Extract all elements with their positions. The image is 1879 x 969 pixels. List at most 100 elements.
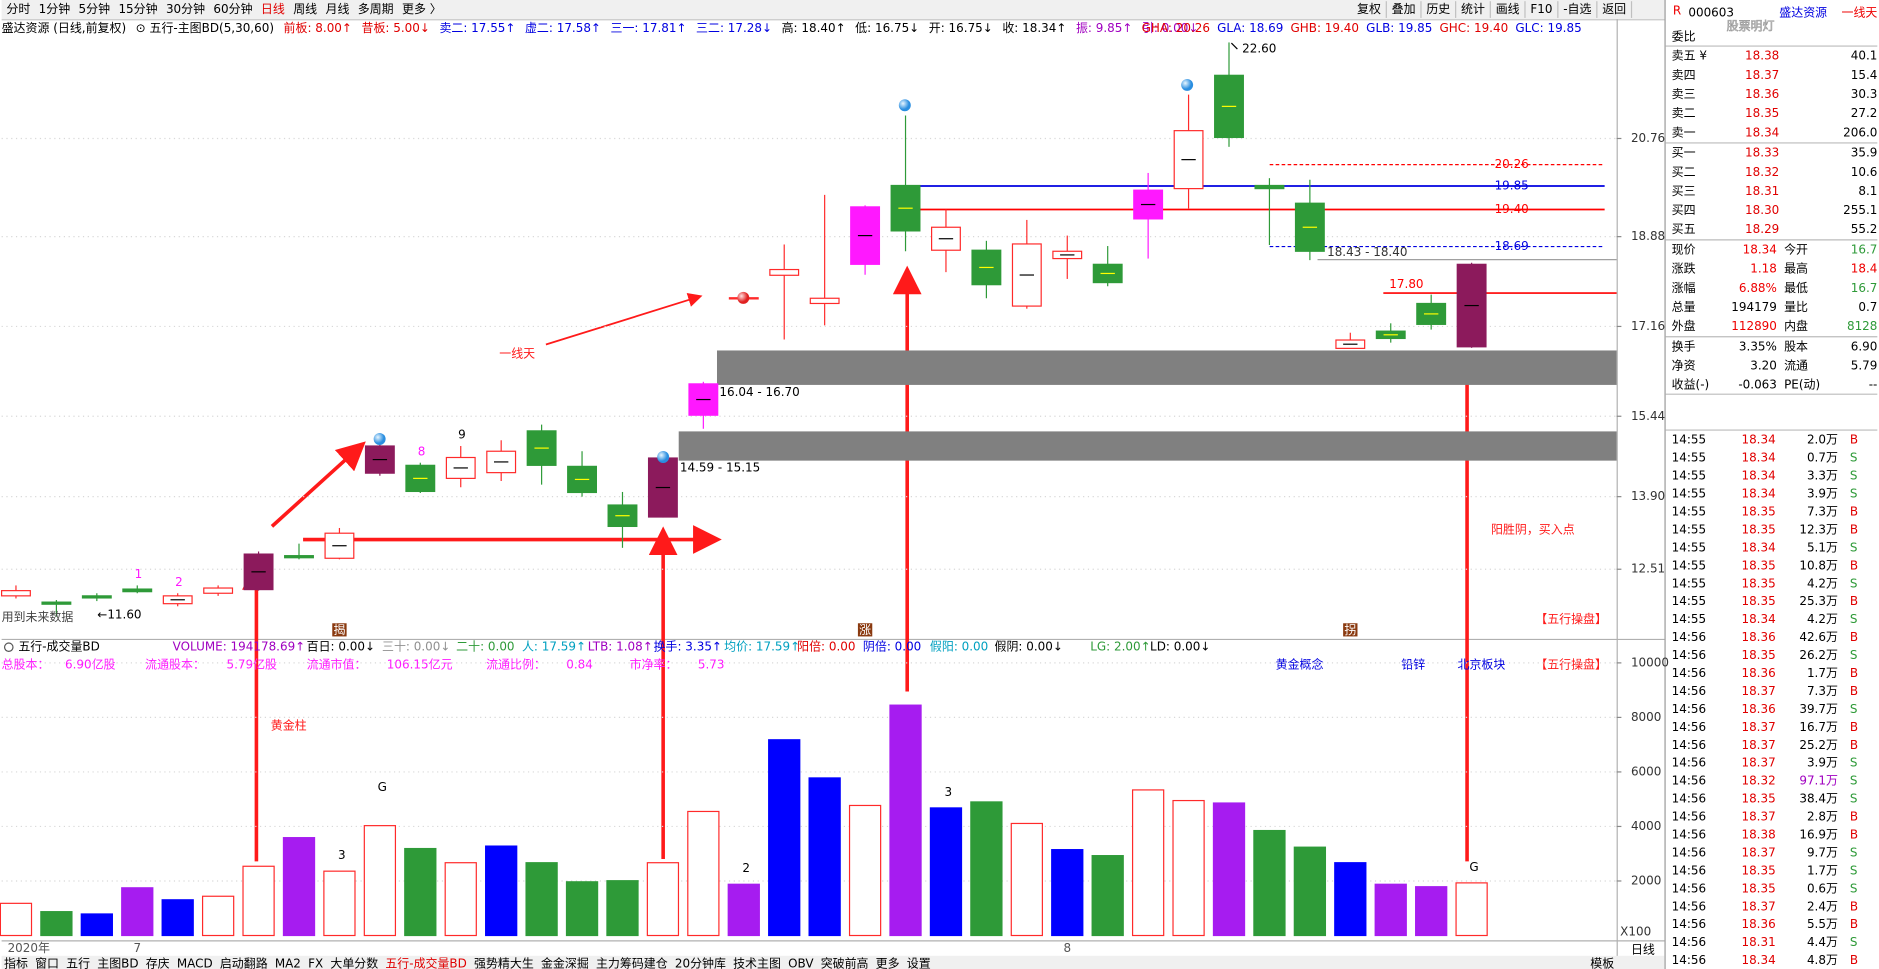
toolbar-button[interactable]: 复权 (1357, 2, 1381, 16)
info-item: GLC: 19.85 (1515, 21, 1581, 35)
tick-time: 14:56 (1672, 756, 1706, 770)
book-volume: 10.6 (1851, 165, 1878, 179)
bottom-tab[interactable]: MA2 (275, 957, 301, 969)
stat-label: 今开 (1784, 242, 1808, 257)
tick-side: B (1850, 917, 1858, 931)
stat-value: 3.20 (1750, 359, 1777, 373)
period-tab[interactable]: 1分钟 (39, 1, 71, 16)
candle-mark: 1 (135, 567, 143, 581)
tick-side: B (1850, 810, 1858, 824)
info-item: 卖二: 17.55↑ (439, 21, 515, 35)
period-tab[interactable]: 日线 (261, 2, 285, 16)
fundamental-label: 流通比例： (486, 658, 546, 672)
arrow (545, 293, 703, 346)
bottom-tab[interactable]: 金金深掘 (541, 956, 589, 969)
concept-tag[interactable]: 北京板块 (1457, 658, 1505, 672)
tick-volume: 16.7万 (1799, 720, 1838, 734)
period-tab[interactable]: 60分钟 (213, 1, 252, 16)
volume-bar (1334, 862, 1367, 937)
bottom-tab[interactable]: 技术主图 (733, 957, 781, 969)
tick-side: S (1850, 648, 1858, 662)
tick-volume: 3.3万 (1807, 469, 1838, 483)
bottom-tab[interactable]: 存庆 (146, 957, 170, 969)
tick-volume: 7.3万 (1807, 684, 1838, 698)
bottom-tab[interactable]: 突破前高 (821, 956, 869, 969)
bottom-tab[interactable]: 大单分数 (330, 956, 378, 969)
bottom-tab[interactable]: 20分钟库 (675, 956, 726, 969)
fundamental-value: 6.90亿股 (65, 657, 116, 672)
level-label: 19.40 (1495, 202, 1529, 216)
tick-price: 18.35 (1741, 505, 1775, 519)
tick-side: B (1850, 666, 1858, 680)
concept-tag[interactable]: 【五行操盘】 (1535, 657, 1607, 672)
tick-side: S (1850, 469, 1858, 483)
book-label: 买五 (1672, 222, 1696, 236)
volume-bar (404, 847, 437, 937)
toolbar-button[interactable]: 叠加 (1392, 2, 1416, 16)
book-volume: 40.1 (1851, 49, 1878, 63)
stat-value: 1.18 (1750, 262, 1777, 276)
book-label: 买二 (1672, 165, 1696, 179)
bottom-tab[interactable]: 主图BD (97, 957, 138, 969)
info-item: 振: 9.85↑ (1076, 21, 1132, 35)
book-label: 卖五 ¥ (1672, 49, 1708, 63)
date-label: 2020年 (8, 941, 50, 955)
indicator-value: 假阴: 0.00↓ (995, 640, 1063, 654)
candle-mark: 9 (458, 428, 466, 442)
bottom-tab[interactable]: 五行 (66, 957, 90, 969)
bottom-tab[interactable]: 强势精大生 (474, 957, 534, 969)
concept-tag[interactable]: 铅锌 (1401, 658, 1425, 672)
volume-mark: 3 (338, 848, 346, 862)
tick-volume: 39.7万 (1799, 702, 1838, 716)
bottom-tab[interactable]: 设置 (907, 957, 931, 969)
toolbar-button[interactable]: 统计 (1461, 2, 1485, 16)
tick-volume: 5.1万 (1807, 540, 1838, 554)
period-tab[interactable]: 更多 〉 (402, 2, 442, 16)
period-tab[interactable]: 15分钟 (118, 1, 157, 16)
period-tab[interactable]: 周线 (293, 2, 317, 16)
stat-value: 194179 (1731, 300, 1777, 314)
info-item: GLA: 18.69 (1217, 21, 1283, 35)
tick-price: 18.37 (1741, 899, 1775, 913)
bottom-tab[interactable]: 指标 (4, 956, 28, 969)
bottom-tab[interactable]: 主力筹码建仓 (596, 957, 668, 969)
toolbar-button[interactable]: 返回 (1602, 2, 1626, 16)
tick-time: 14:56 (1672, 935, 1706, 949)
toolbar-button[interactable]: F10 (1530, 2, 1552, 16)
bottom-right[interactable]: 日线 (1631, 942, 1655, 956)
info-item: GHC: 19.40 (1440, 21, 1509, 35)
stat-label: 股本 (1784, 339, 1808, 353)
info-item: 低: 16.75↓ (855, 21, 919, 35)
period-tab[interactable]: 30分钟 (166, 1, 205, 16)
bottom-tab[interactable]: 五行-成交量BD (385, 956, 466, 969)
tick-time: 14:55 (1672, 505, 1706, 519)
concept-tag[interactable]: 黄金概念 (1276, 657, 1324, 672)
period-tab[interactable]: 多周期 (358, 2, 394, 16)
bottom-tab[interactable]: 启动翻路 (220, 956, 268, 969)
toolbar-button[interactable]: 画线 (1496, 2, 1520, 16)
toolbar-button[interactable]: -自选 (1563, 2, 1591, 16)
bottom-tab[interactable]: OBV (788, 957, 814, 969)
tick-time: 14:56 (1672, 684, 1706, 698)
bottom-tab[interactable]: 窗口 (35, 957, 59, 969)
tick-volume: 9.7万 (1807, 845, 1838, 859)
pointer (1230, 42, 1238, 50)
period-tab[interactable]: 分时 (6, 2, 30, 16)
book-label: 卖四 (1672, 68, 1696, 82)
annotation: 一线天 (499, 347, 535, 361)
stat-label: 收益(-) (1672, 378, 1710, 392)
volume-bar (848, 804, 882, 937)
tick-side: B (1850, 828, 1858, 842)
period-tab[interactable]: 月线 (326, 2, 350, 16)
candle-body (284, 555, 314, 559)
stat-value: -- (1869, 378, 1878, 392)
bottom-tab[interactable]: 更多 (876, 957, 900, 969)
bottom-tab[interactable]: FX (308, 957, 323, 969)
toolbar-button[interactable]: 历史 (1426, 2, 1450, 16)
annotation: 阳胜阴，买入点 (1491, 521, 1575, 536)
bottom-tab[interactable]: MACD (177, 957, 213, 969)
period-tab[interactable]: 5分钟 (79, 1, 111, 16)
bottom-right[interactable]: 模板 (1590, 957, 1614, 969)
tick-time: 14:56 (1672, 810, 1706, 824)
stat-value: 6.90 (1851, 339, 1878, 353)
